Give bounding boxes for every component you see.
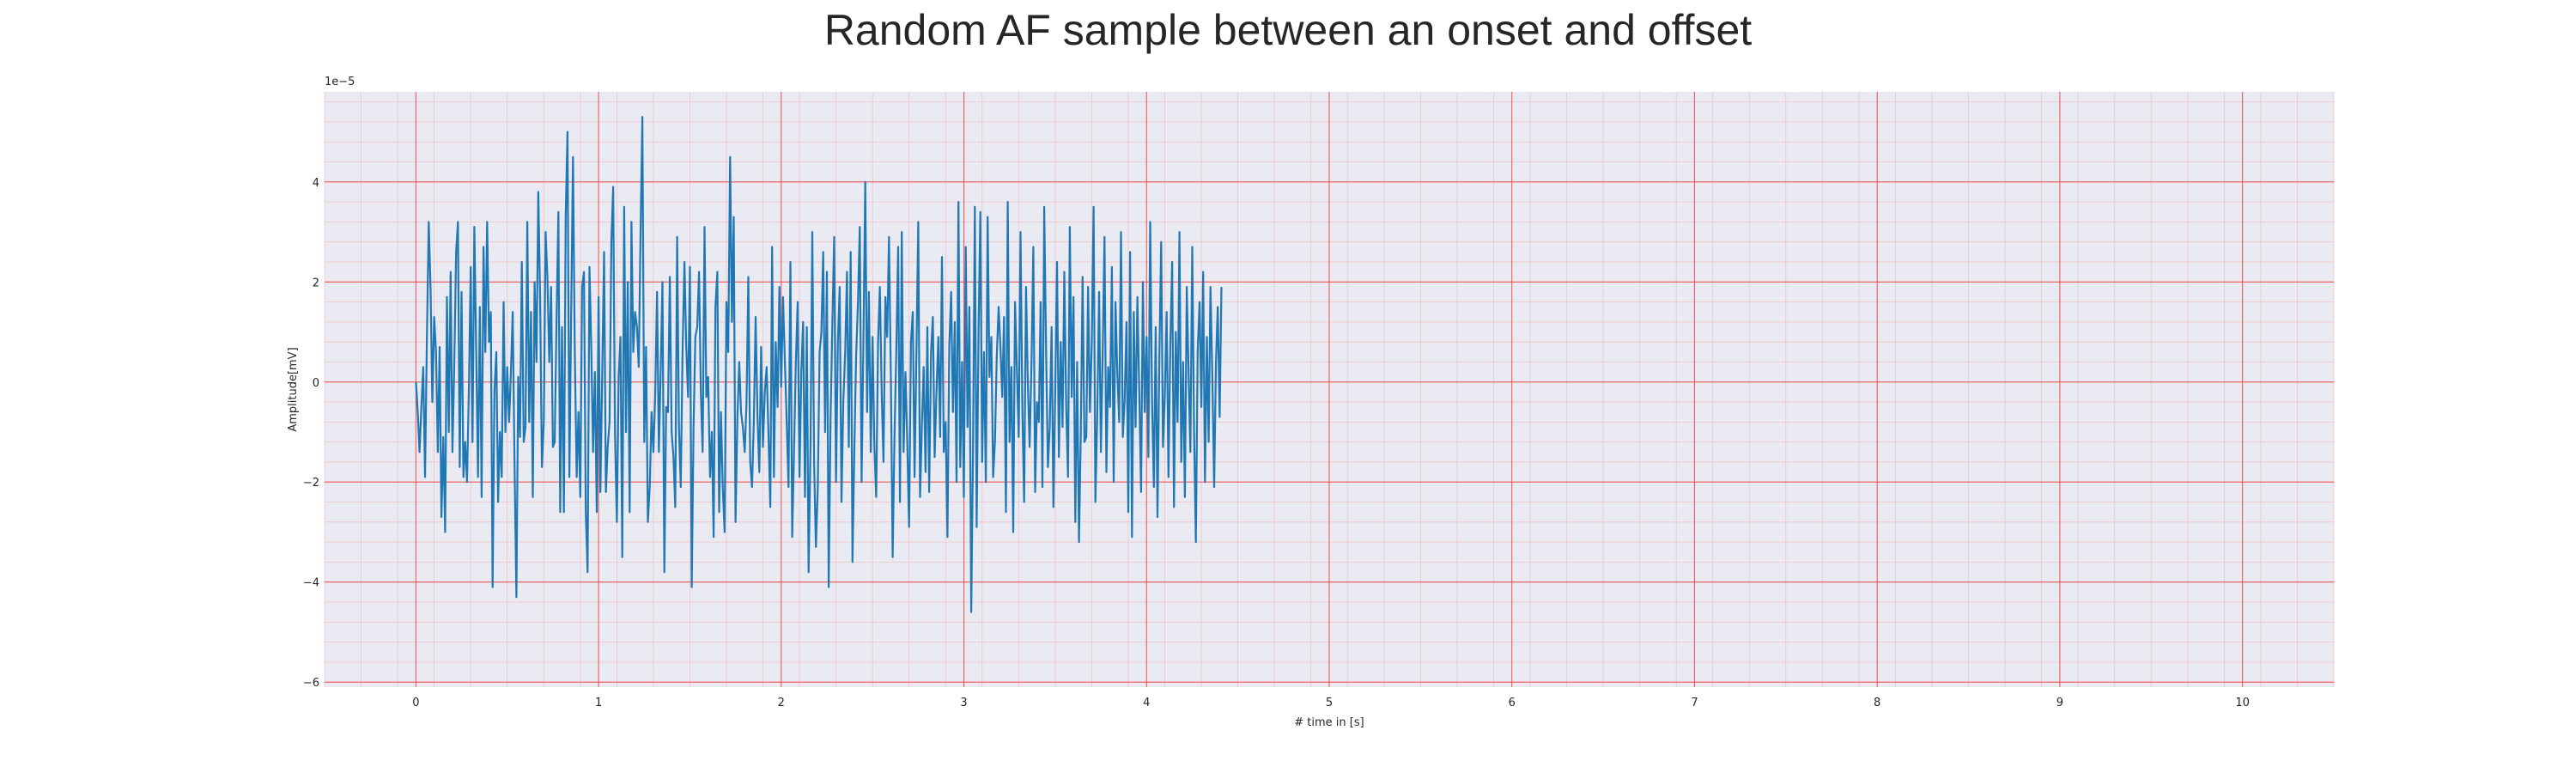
series-line xyxy=(415,116,1223,613)
y-tick-label: −4 xyxy=(303,577,319,590)
x-tick-label: 4 xyxy=(1143,697,1150,709)
x-tick-label: 9 xyxy=(2057,697,2063,709)
y-axis-ticks: −6 −4 −2 0 2 4 xyxy=(303,177,319,690)
x-tick-label: 10 xyxy=(2235,697,2250,709)
x-tick-label: 8 xyxy=(1874,697,1880,709)
x-tick-label: 3 xyxy=(960,697,967,709)
y-tick-label: 4 xyxy=(313,177,319,190)
y-offset-text: 1e−5 xyxy=(325,76,355,88)
x-tick-label: 7 xyxy=(1691,697,1698,709)
x-axis-label: # time in [s] xyxy=(1294,716,1364,729)
x-tick-label: 5 xyxy=(1326,697,1333,709)
y-tick-label: 0 xyxy=(313,377,319,390)
x-tick-label: 0 xyxy=(412,697,419,709)
chart-title: Random AF sample between an onset and of… xyxy=(823,6,1753,54)
y-axis-label: Amplitude[mV] xyxy=(287,347,300,431)
y-tick-label: 2 xyxy=(313,277,319,289)
y-tick-label: −2 xyxy=(303,477,319,490)
x-tick-label: 1 xyxy=(595,697,602,709)
y-tick-label: −6 xyxy=(303,677,319,690)
x-axis-ticks: 0 1 2 3 4 5 6 7 8 9 10 xyxy=(412,697,2250,709)
x-tick-label: 6 xyxy=(1509,697,1516,709)
major-grid xyxy=(325,92,2334,687)
x-tick-label: 2 xyxy=(778,697,785,709)
